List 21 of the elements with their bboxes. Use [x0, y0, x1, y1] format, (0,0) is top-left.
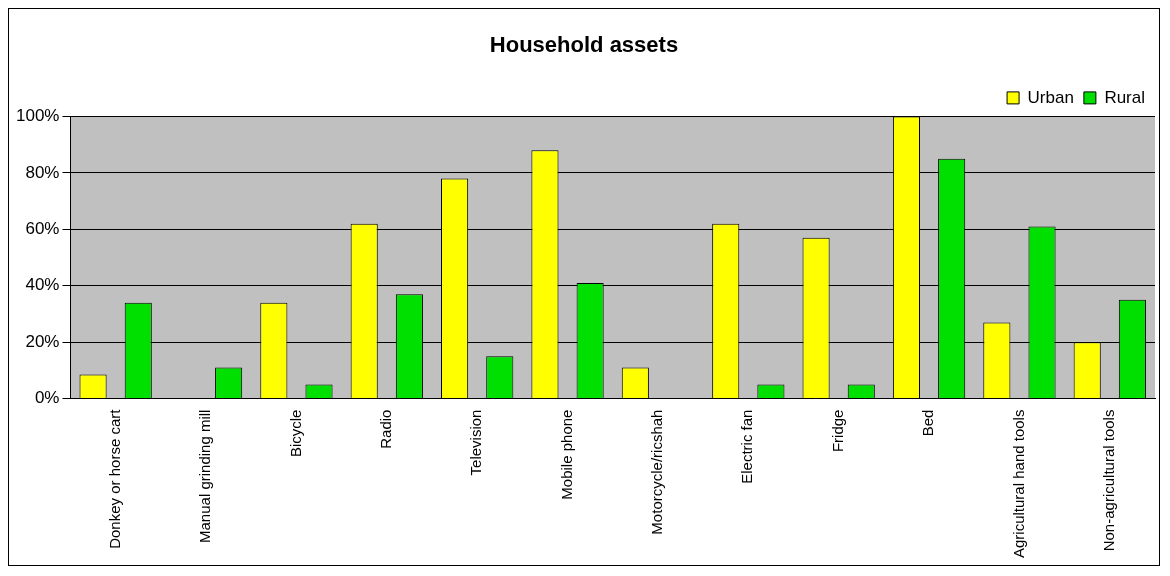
y-tick-label: 60% — [25, 218, 60, 238]
x-tick-label: Motorcycle/ricshah — [648, 409, 666, 535]
x-tick-label: Donkey or horse cart — [105, 408, 123, 549]
x-tick-label: Mobile phone — [557, 409, 575, 500]
y-tick-label: 100% — [16, 106, 60, 126]
x-tick-label: Television — [467, 409, 485, 476]
chart-title: Household assets — [489, 32, 679, 58]
y-tick-label: 40% — [25, 275, 60, 295]
y-tick-label: 80% — [25, 162, 60, 182]
legend-label: Urban — [1027, 87, 1074, 107]
x-tick-label: Radio — [376, 409, 394, 449]
x-tick-label: Bicycle — [286, 409, 304, 458]
x-tick-label: Non-agricultural tools — [1099, 409, 1117, 552]
x-tick-label: Electric fan — [738, 409, 756, 484]
legend-label: Rural — [1104, 87, 1145, 107]
x-tick-label: Bed — [919, 409, 937, 437]
x-tick-label: Manual grinding mill — [196, 409, 214, 543]
y-tick-label: 20% — [25, 331, 60, 351]
x-tick-label: Fridge — [828, 409, 846, 453]
y-tick-label: 0% — [34, 388, 60, 408]
x-tick-label: Agricultural hand tools — [1009, 409, 1027, 558]
